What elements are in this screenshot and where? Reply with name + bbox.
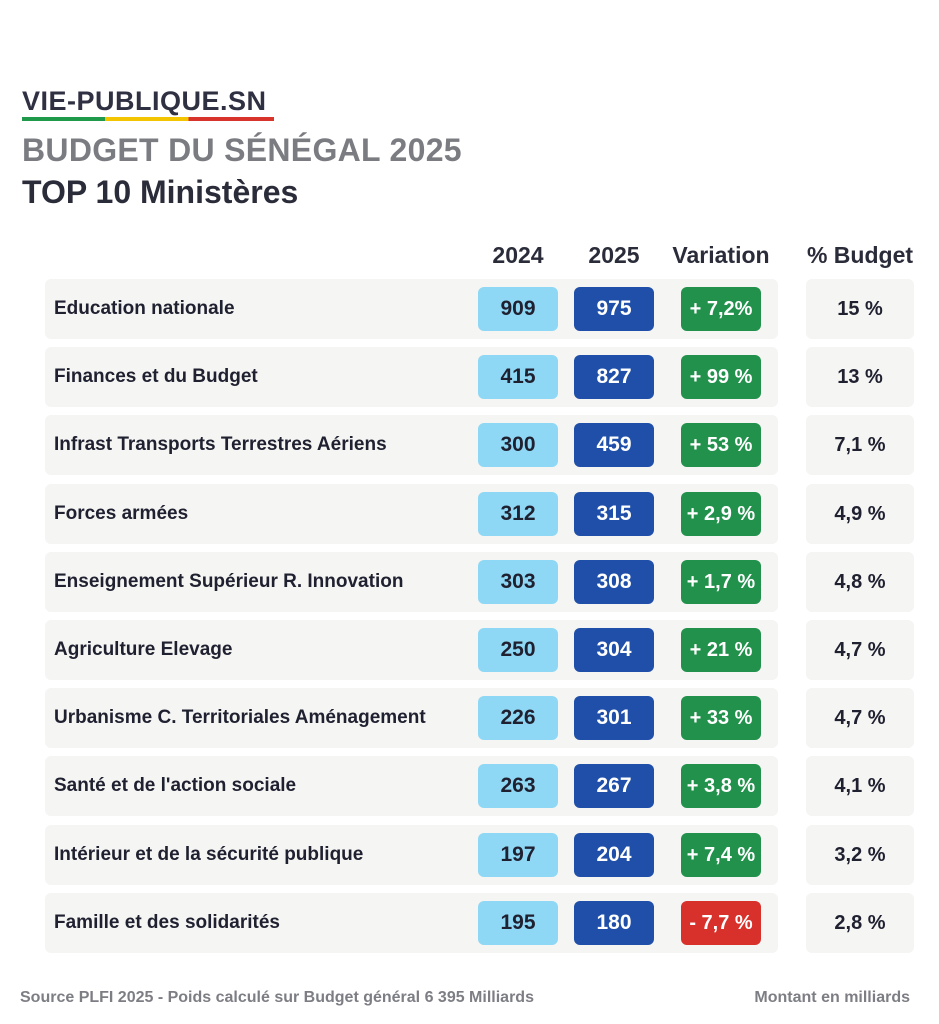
value-2025: 315 (574, 492, 654, 536)
value-2024: 195 (478, 901, 558, 945)
value-2025: 204 (574, 833, 654, 877)
value-2024: 303 (478, 560, 558, 604)
table-row (45, 893, 778, 953)
value-2025: 459 (574, 423, 654, 467)
column-header-2024: 2024 (492, 242, 544, 268)
budget-share-value: 15 % (837, 298, 883, 320)
ministry-label: Enseignement Supérieur R. Innovation (54, 571, 404, 592)
budget-share-cell-bg (806, 756, 914, 816)
value-2025: 827 (574, 355, 654, 399)
variation-badge: + 7,4 % (681, 833, 761, 877)
brand-name: VIE-PUBLIQUE.SN (22, 86, 267, 116)
budget-share-cell-bg (806, 688, 914, 748)
value-2024: 263 (478, 764, 558, 808)
ministry-label: Forces armées (54, 503, 189, 524)
ministry-label: Finances et du Budget (54, 366, 258, 387)
table-row (45, 484, 778, 544)
budget-share-cell-bg (806, 484, 914, 544)
page-subtitle: TOP 10 Ministères (22, 174, 299, 210)
budget-share-cell-bg (806, 620, 914, 680)
value-2025: 267 (574, 764, 654, 808)
table-row (45, 756, 778, 816)
budget-share-value: 4,9 % (834, 503, 886, 525)
budget-share-cell-bg (806, 415, 914, 475)
budget-share-cell-bg (806, 279, 914, 339)
variation-badge: + 33 % (681, 696, 761, 740)
column-header-variation: Variation (672, 242, 770, 268)
ministry-label: Intérieur et de la sécurité publique (54, 844, 364, 865)
ministry-label: Santé et de l'action sociale (54, 775, 297, 796)
footer-source: Source PLFI 2025 - Poids calculé sur Bud… (20, 989, 534, 1006)
value-2025: 308 (574, 560, 654, 604)
footer-unit: Montant en milliards (754, 989, 910, 1006)
page-title: BUDGET DU SÉNÉGAL 2025 (22, 132, 462, 168)
variation-badge: - 7,7 % (681, 901, 761, 945)
budget-share-cell-bg (806, 552, 914, 612)
budget-share-cell-bg (806, 347, 914, 407)
value-2024: 415 (478, 355, 558, 399)
value-2024: 312 (478, 492, 558, 536)
ministry-label: Education nationale (54, 298, 235, 319)
budget-share-cell-bg (806, 825, 914, 885)
table-row (45, 688, 778, 748)
budget-share-cell-bg (806, 893, 914, 953)
value-2024: 197 (478, 833, 558, 877)
variation-badge: + 1,7 % (681, 560, 761, 604)
ministry-label: Urbanisme C. Territoriales Aménagement (54, 707, 426, 728)
brand-logo: VIE-PUBLIQUE.SN (22, 86, 274, 121)
table-row (45, 825, 778, 885)
budget-share-value: 13 % (837, 366, 883, 388)
value-2024: 909 (478, 287, 558, 331)
table-row (45, 620, 778, 680)
budget-share-value: 4,8 % (834, 571, 886, 593)
column-header-budget-share: % Budget (806, 242, 914, 268)
budget-share-value: 4,1 % (834, 775, 886, 797)
variation-badge: + 7,2% (681, 287, 761, 331)
budget-share-value: 7,1 % (834, 434, 886, 456)
ministry-label: Agriculture Elevage (54, 639, 233, 660)
budget-share-value: 2,8 % (834, 912, 886, 934)
ministry-label: Infrast Transports Terrestres Aériens (54, 434, 387, 455)
table-row (45, 347, 778, 407)
table-row (45, 415, 778, 475)
table-row (45, 552, 778, 612)
table-row (45, 279, 778, 339)
ministry-label: Famille et des solidarités (54, 912, 280, 933)
value-2025: 304 (574, 628, 654, 672)
value-2024: 250 (478, 628, 558, 672)
value-2024: 300 (478, 423, 558, 467)
value-2025: 975 (574, 287, 654, 331)
column-header-2025: 2025 (588, 242, 640, 268)
budget-share-value: 3,2 % (834, 844, 886, 866)
variation-badge: + 21 % (681, 628, 761, 672)
value-2025: 301 (574, 696, 654, 740)
budget-share-value: 4,7 % (834, 639, 886, 661)
variation-badge: + 2,9 % (681, 492, 761, 536)
budget-share-value: 4,7 % (834, 707, 886, 729)
value-2024: 226 (478, 696, 558, 740)
variation-badge: + 99 % (681, 355, 761, 399)
variation-badge: + 53 % (681, 423, 761, 467)
variation-badge: + 3,8 % (681, 764, 761, 808)
brand-flag-underline (22, 117, 274, 121)
value-2025: 180 (574, 901, 654, 945)
